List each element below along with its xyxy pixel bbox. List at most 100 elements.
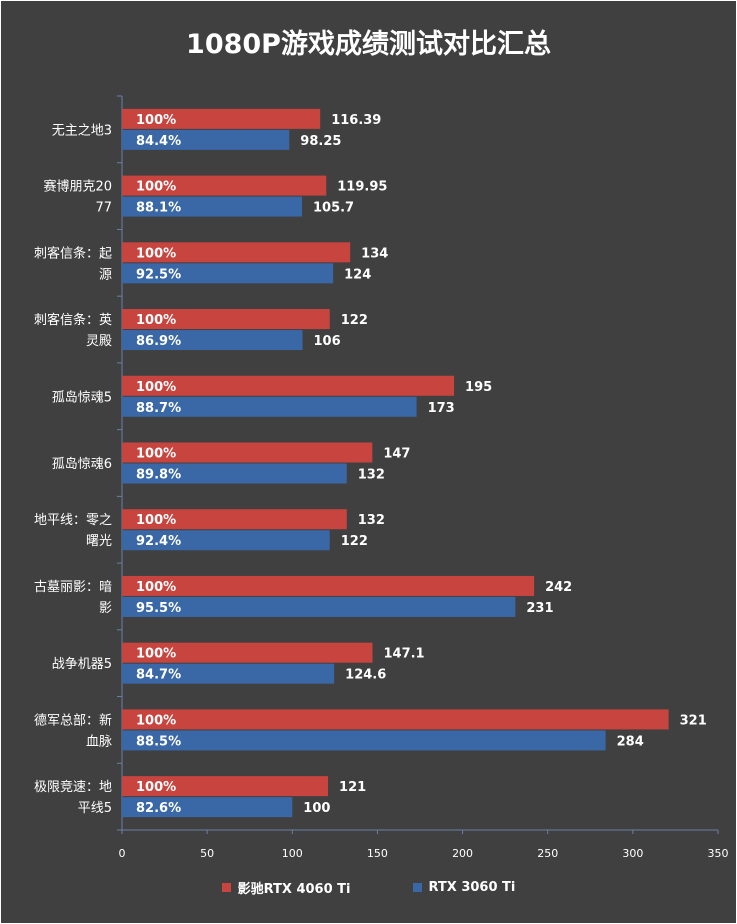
value-label-series-a: 242: [545, 580, 572, 595]
bar-series-b: [122, 129, 290, 150]
value-label-series-b: 231: [526, 601, 553, 616]
category-label-line: 古墓丽影：暗: [34, 580, 112, 595]
x-tick-label: 300: [622, 847, 643, 860]
category-label-line: 德军总部：新: [34, 712, 112, 728]
value-label-series-a: 119.95: [337, 180, 387, 195]
bar-series-b: [122, 396, 417, 417]
legend-label-series-a: 影驰RTX 4060 Ti: [237, 882, 351, 897]
value-label-series-b: 105.7: [313, 201, 354, 216]
bar-series-a: [122, 108, 321, 129]
bar-series-a: [122, 642, 373, 663]
bar-series-b: [122, 730, 606, 751]
percent-label-series-b: 84.7%: [136, 668, 181, 683]
category-label-line: 77: [95, 201, 112, 216]
value-label-series-b: 173: [428, 401, 455, 416]
category-label: 无主之地3: [52, 123, 112, 138]
value-label-series-a: 134: [361, 246, 388, 261]
legend-item-series-a: 影驰RTX 4060 Ti: [221, 878, 351, 897]
category-label: 孤岛惊魂5: [52, 389, 112, 405]
category-label: 孤岛惊魂6: [52, 456, 112, 472]
category-label-line: 赛博朋克20: [43, 179, 112, 195]
category-label-line: 战争机器5: [52, 657, 112, 672]
category-label: 地平线：零之曙光: [34, 513, 112, 549]
percent-label-series-b: 88.5%: [136, 734, 181, 749]
percent-label-series-a: 100%: [136, 513, 176, 528]
bar-series-b: [122, 530, 330, 551]
bar-series-b: [122, 196, 302, 217]
bar-series-a: [122, 575, 535, 596]
category-label-line: 曙光: [86, 534, 112, 549]
value-label-series-b: 124.6: [345, 668, 386, 683]
category-label-line: 孤岛惊魂5: [52, 389, 112, 405]
x-tick-label: 100: [282, 847, 303, 860]
value-label-series-a: 147.1: [383, 647, 424, 662]
category-label-line: 无主之地3: [52, 123, 112, 138]
category-label-line: 源: [99, 267, 112, 282]
value-label-series-b: 98.25: [300, 134, 341, 149]
bar-series-a: [122, 442, 373, 463]
category-label: 赛博朋克20 77: [43, 179, 112, 216]
percent-label-series-a: 100%: [136, 780, 176, 795]
percent-label-series-b: 84.4%: [136, 134, 181, 149]
legend-swatch-series-a: [221, 883, 231, 892]
bar-series-b: [122, 797, 293, 818]
value-label-series-a: 321: [680, 713, 707, 728]
category-label-line: 影: [99, 601, 112, 616]
value-label-series-b: 106: [314, 334, 341, 349]
bar-series-a: [122, 709, 669, 730]
x-tick-label: 150: [367, 847, 388, 860]
x-tick-label: 350: [708, 847, 729, 860]
value-label-series-b: 124: [344, 267, 371, 282]
bar-series-a: [122, 242, 351, 263]
category-label: 刺客信条：起源: [34, 245, 112, 282]
value-label-series-a: 116.39: [331, 113, 381, 128]
percent-label-series-b: 95.5%: [136, 601, 181, 616]
category-label-line: 刺客信条：起: [34, 245, 112, 261]
bar-series-b: [122, 596, 516, 617]
bar-series-b: [122, 663, 335, 684]
chart-title: 1080P游戏成绩测试对比汇总: [186, 29, 551, 60]
category-label: 刺客信条：英灵殿: [34, 312, 112, 349]
category-label-line: 平线5: [78, 801, 112, 816]
bar-series-a: [122, 175, 327, 196]
category-label: 德军总部：新血脉: [34, 712, 112, 749]
value-label-series-a: 147: [383, 447, 410, 462]
percent-label-series-b: 88.1%: [136, 201, 181, 216]
bar-series-b: [122, 263, 334, 284]
percent-label-series-a: 100%: [136, 180, 176, 195]
percent-label-series-b: 92.5%: [136, 267, 181, 282]
value-label-series-b: 100: [303, 801, 330, 816]
percent-label-series-b: 82.6%: [136, 801, 181, 816]
bar-series-b: [122, 463, 347, 484]
category-label-line: 刺客信条：英: [34, 312, 112, 328]
percent-label-series-b: 88.7%: [136, 401, 181, 416]
category-label: 战争机器5: [52, 657, 112, 672]
category-label-line: 极限竞速：地: [34, 779, 112, 795]
bar-series-a: [122, 309, 330, 330]
percent-label-series-b: 86.9%: [136, 334, 181, 349]
category-label-line: 灵殿: [86, 334, 112, 349]
x-tick-label: 0: [119, 847, 126, 860]
value-label-series-a: 122: [341, 313, 368, 328]
x-tick-label: 200: [452, 847, 473, 860]
percent-label-series-a: 100%: [136, 580, 176, 595]
value-label-series-a: 195: [465, 380, 492, 395]
category-label-line: 血脉: [86, 734, 112, 749]
value-label-series-a: 121: [339, 780, 366, 795]
value-label-series-b: 122: [341, 534, 368, 549]
category-label-line: 地平线：零之: [34, 513, 112, 528]
percent-label-series-a: 100%: [136, 313, 176, 328]
bar-series-a: [122, 776, 329, 797]
percent-label-series-a: 100%: [136, 647, 176, 662]
percent-label-series-b: 89.8%: [136, 468, 181, 483]
x-tick-label: 250: [537, 847, 558, 860]
value-label-series-b: 284: [617, 734, 644, 749]
percent-label-series-a: 100%: [136, 447, 176, 462]
value-label-series-a: 132: [358, 513, 385, 528]
bar-series-a: [122, 375, 455, 396]
percent-label-series-a: 100%: [136, 113, 176, 128]
legend-swatch-series-b: [412, 883, 422, 892]
percent-label-series-a: 100%: [136, 713, 176, 728]
bar-series-b: [122, 330, 303, 351]
